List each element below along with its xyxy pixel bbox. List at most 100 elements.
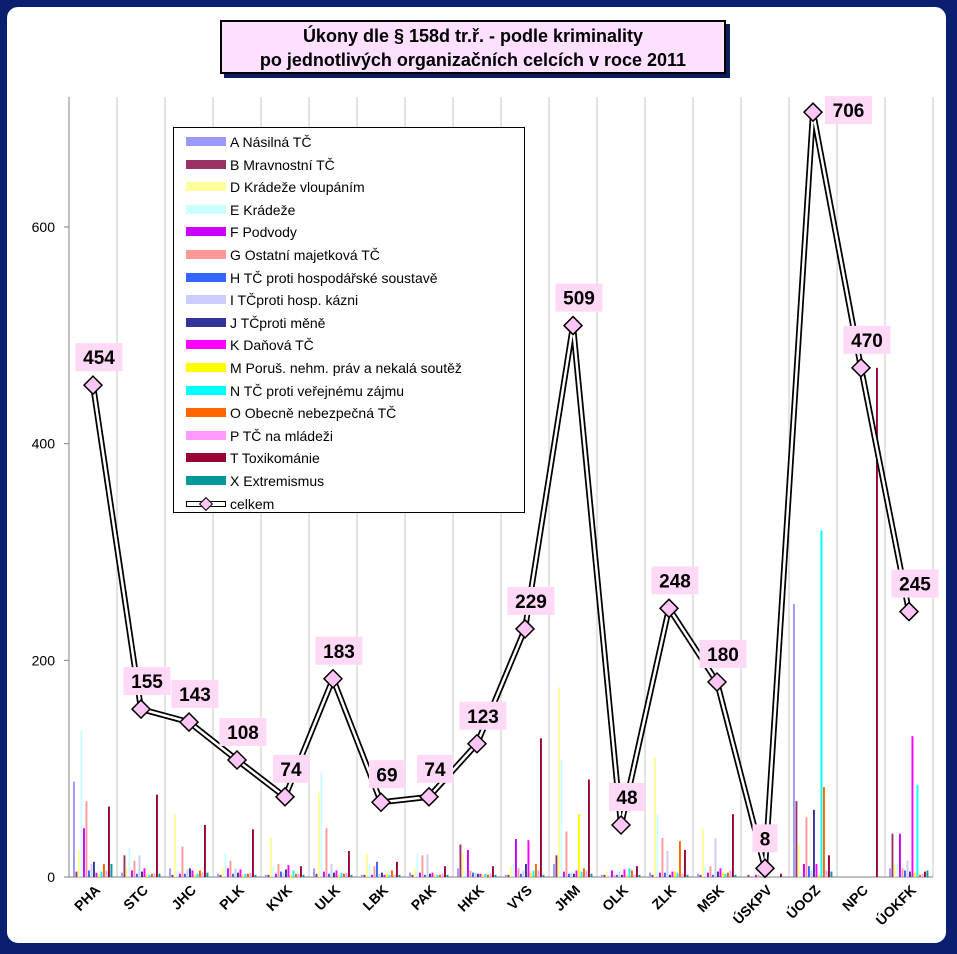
bar (482, 874, 484, 877)
celkem-marker (754, 858, 776, 879)
bar (88, 870, 90, 877)
bar (717, 871, 719, 877)
bar (194, 874, 196, 877)
bar (416, 853, 419, 877)
celkem-marker (610, 814, 632, 836)
bar (659, 872, 661, 877)
bar (810, 870, 813, 877)
bar (75, 871, 78, 877)
bar (131, 870, 133, 877)
bar (578, 814, 580, 877)
bar (383, 874, 386, 877)
bar (411, 874, 414, 877)
legend-swatch (186, 182, 226, 192)
celkem-marker (178, 712, 200, 733)
bar (921, 873, 924, 877)
bar (813, 809, 815, 877)
category-label: PLK (216, 882, 247, 913)
bar (244, 873, 247, 877)
bar (631, 870, 633, 877)
bar (439, 874, 441, 877)
bar (820, 530, 823, 877)
celkem-line (91, 110, 911, 870)
bar (563, 871, 565, 877)
celkem-marker (322, 668, 344, 689)
y-tick-label: 400 (32, 436, 56, 452)
bar (924, 871, 926, 877)
bar (229, 860, 232, 877)
bar (727, 872, 729, 877)
bar (171, 874, 174, 877)
bar (926, 870, 929, 877)
celkem-value-label: 454 (83, 348, 115, 369)
category-label: ÚSKPV (729, 881, 776, 928)
celkem-value-label: 74 (424, 760, 446, 781)
legend-swatch (186, 340, 226, 350)
category-label: VYS (504, 882, 535, 913)
category-label: KVK (263, 882, 295, 914)
bar (441, 873, 444, 877)
bar (628, 868, 631, 877)
bar (280, 871, 282, 877)
celkem-label-box (555, 283, 603, 312)
bar (611, 870, 613, 877)
bar (386, 873, 388, 877)
bar (484, 873, 487, 877)
bar (287, 865, 290, 877)
celkem-value-label: 509 (563, 289, 595, 310)
celkem-label-box (369, 760, 405, 789)
legend-label: A Násilná TČ (230, 134, 312, 150)
bar (651, 874, 654, 877)
bar (414, 868, 416, 877)
bar (156, 794, 158, 877)
bar (363, 874, 366, 877)
legend-label: P TČ na mládeži (230, 427, 333, 444)
bar (249, 872, 252, 877)
legend-swatch (186, 250, 226, 259)
bar (896, 864, 899, 877)
bar (472, 872, 474, 877)
bar (590, 873, 593, 877)
bar (143, 868, 146, 877)
category-label: LBK (359, 882, 391, 914)
bar (123, 855, 126, 877)
category-label: PAK (408, 882, 439, 913)
bar (919, 874, 921, 877)
bar (681, 873, 684, 877)
bar (676, 872, 679, 877)
celkem-value-label: 69 (376, 765, 397, 786)
bar (446, 874, 449, 877)
bar (588, 779, 590, 877)
bar (146, 874, 148, 877)
bar (467, 849, 469, 877)
celkem-marker (130, 699, 152, 720)
bar (757, 874, 760, 877)
bar (601, 874, 603, 877)
bar (709, 866, 712, 877)
bar (522, 870, 525, 877)
bar (583, 868, 585, 877)
category-label: STC (120, 882, 151, 913)
category-label: ÚOKFK (872, 881, 919, 928)
bar (424, 874, 426, 877)
bar (398, 874, 401, 877)
bar (174, 814, 176, 877)
bar (568, 873, 570, 877)
bar (618, 871, 621, 877)
bar (419, 872, 421, 877)
bar (110, 864, 113, 877)
celkem-marker (418, 786, 440, 807)
celkem-label-box (123, 667, 171, 696)
celkem-value-label: 74 (280, 760, 302, 781)
legend-label: O Obecně nebezpečná TČ (230, 405, 397, 422)
legend-label: E Krádeže (230, 201, 296, 218)
legend-label: J TČproti měně (230, 314, 326, 331)
celkem-label-box (459, 701, 507, 730)
bar (669, 874, 671, 877)
bar (585, 870, 588, 877)
celkem-value-label: 229 (515, 592, 547, 613)
bar (320, 771, 323, 877)
bar (793, 604, 795, 877)
y-tick-label: 200 (32, 652, 56, 668)
bar (729, 870, 732, 877)
